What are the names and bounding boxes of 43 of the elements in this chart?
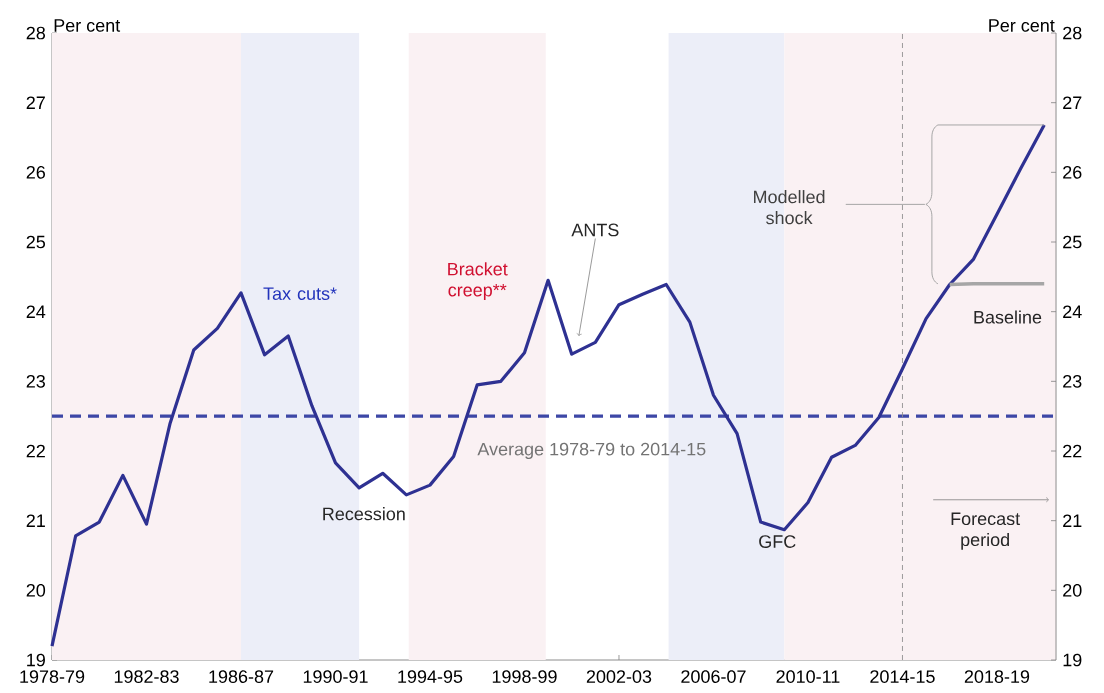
x-tick-label: 2006-07 xyxy=(681,670,746,683)
ref-line-label: Average 1978-79 to 2014-15 xyxy=(477,442,706,460)
y-tick-label: 20 xyxy=(26,583,46,597)
y-tick-label: 25 xyxy=(26,235,46,249)
x-tick-label: 1998-99 xyxy=(492,670,557,683)
x-tick-label: 2002-03 xyxy=(586,670,652,683)
series-label: Baseline xyxy=(974,310,1042,324)
y2-tick-label: 21 xyxy=(1063,514,1082,527)
x-tick-label: 1994-95 xyxy=(398,670,463,683)
annotation: GFC xyxy=(759,535,796,548)
y2-tick-label: 25 xyxy=(1063,235,1082,249)
annotation: Recession xyxy=(323,507,405,521)
y2-tick-label: 27 xyxy=(1063,96,1082,109)
annotation: Forecast period xyxy=(951,512,1021,550)
y2-tick-label: 22 xyxy=(1063,444,1082,458)
y2-tick-label: 26 xyxy=(1063,165,1082,179)
annotation: Tax cuts* xyxy=(263,287,337,301)
x-tick-label: 1986-87 xyxy=(209,670,274,683)
x-tick-label: 1990-91 xyxy=(303,670,368,683)
y-tick-label: 24 xyxy=(26,305,46,318)
x-tick-label: 1978-79 xyxy=(20,670,85,683)
y-tick-label: 22 xyxy=(26,444,45,458)
annotation: ANTS xyxy=(571,223,619,237)
y2-tick-label: 28 xyxy=(1063,26,1082,40)
x-tick-label: 2018-19 xyxy=(964,670,1030,683)
y-axis-title: Per cent xyxy=(54,19,121,32)
x-tick-label: 1982-83 xyxy=(114,670,179,683)
y-tick-label: 26 xyxy=(26,165,46,179)
y2-tick-label: 24 xyxy=(1063,305,1082,318)
y-tick-label: 28 xyxy=(26,26,46,40)
y-tick-label: 21 xyxy=(26,514,45,527)
y2-tick-label: 19 xyxy=(1063,653,1082,667)
y-tick-label: 19 xyxy=(27,653,45,667)
annotation: Bracket creep** xyxy=(448,262,508,301)
y2-tick-label: 20 xyxy=(1063,583,1082,597)
x-tick-label: 2014-15 xyxy=(870,670,935,683)
y2-axis-title: Per cent xyxy=(989,19,1055,32)
y-tick-label: 23 xyxy=(26,374,46,388)
line-series xyxy=(50,123,1046,648)
y-tick-label: 27 xyxy=(26,96,45,109)
y2-tick-label: 23 xyxy=(1063,374,1082,388)
x-tick-label: 2010-11 xyxy=(776,670,840,683)
annotation: Modelled shock xyxy=(754,190,825,225)
